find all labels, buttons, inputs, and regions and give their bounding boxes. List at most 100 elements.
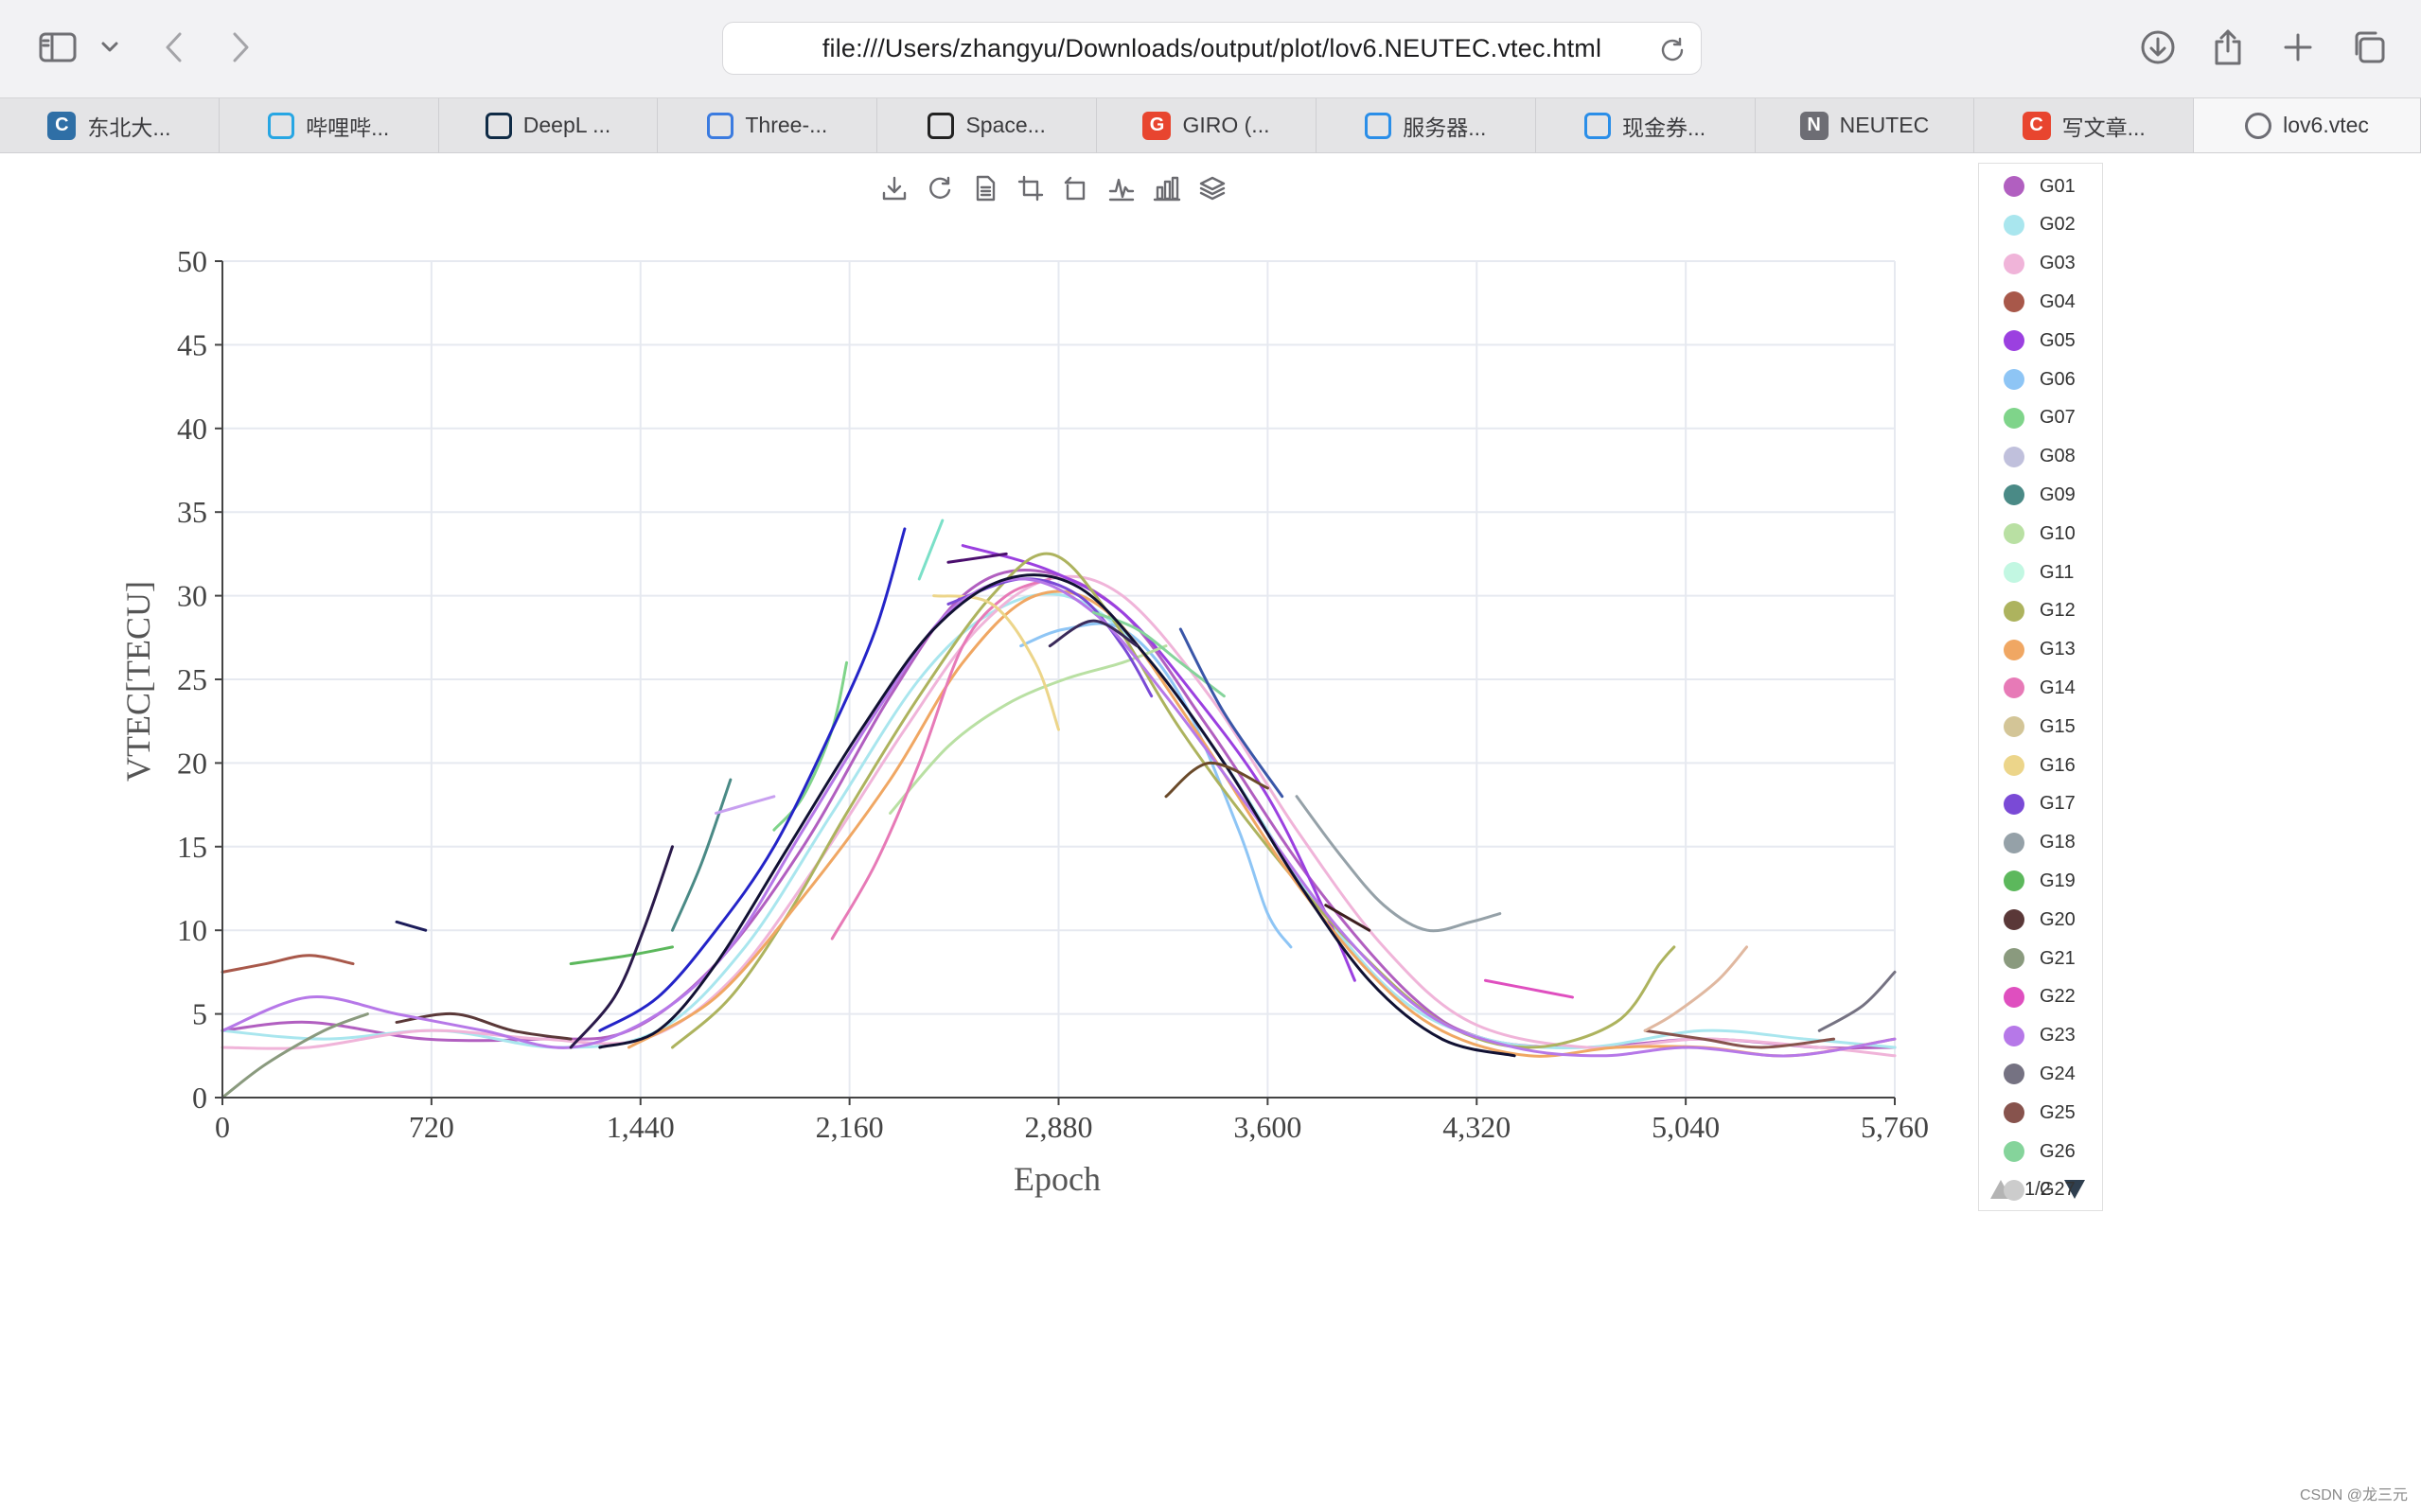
address-bar[interactable]: file:///Users/zhangyu/Downloads/output/p… [722,22,1702,75]
legend-item[interactable]: G02 [1979,206,2102,244]
series-line[interactable] [889,644,1168,815]
series-line[interactable] [221,954,355,974]
reload-icon[interactable] [1659,36,1686,62]
tab-3[interactable]: Three-... [658,98,878,152]
series-line[interactable] [1483,978,1574,999]
tab-label: 现金券... [1622,114,1706,140]
tab-10[interactable]: lov6.vtec [2194,98,2421,152]
series-line[interactable] [569,945,674,966]
tab-4[interactable]: Space... [877,98,1098,152]
series-line[interactable] [946,577,1154,698]
tab-2[interactable]: DeepL ... [439,98,659,152]
next-page-icon[interactable] [2062,1178,2087,1201]
legend-item[interactable]: G10 [1979,515,2102,553]
vtec-line-chart[interactable]: 0 720 1,440 2,160 2,880 3,600 4,320 5,040 5,760 0… [0,218,1969,1221]
chart-grid [221,260,1896,1099]
tab-overview-icon [2355,31,2385,63]
series-line[interactable] [221,1012,369,1099]
series-line[interactable] [670,778,733,932]
legend-item[interactable]: G11 [1979,554,2102,591]
legend-item[interactable]: G08 [1979,438,2102,476]
data-file-button[interactable] [969,170,1001,206]
line-chart-button[interactable] [1105,170,1138,206]
series-line[interactable] [627,589,1897,1058]
sidebar-toggle-button[interactable] [36,21,80,74]
downloads-button[interactable] [2137,21,2179,74]
tab-6[interactable]: 服务器... [1317,98,1536,152]
legend-swatch [2004,909,2024,931]
legend-item[interactable]: G21 [1979,940,2102,977]
crop-button[interactable] [1015,170,1047,206]
crop-corner-icon [1064,176,1086,201]
series-line[interactable] [1178,627,1284,799]
legend-item[interactable]: G12 [1979,592,2102,630]
series-line[interactable] [932,594,1060,731]
series-line[interactable] [1324,904,1371,932]
legend-item[interactable]: G25 [1979,1094,2102,1132]
legend-item[interactable]: G07 [1979,399,2102,437]
legend-item[interactable]: G16 [1979,747,2102,784]
series-line[interactable] [1643,945,1749,1032]
legend-item[interactable]: G23 [1979,1017,2102,1055]
legend-label: G19 [2040,870,2076,891]
back-button[interactable] [157,21,191,74]
forward-button[interactable] [223,21,257,74]
series-line[interactable] [221,577,1897,1058]
legend-item[interactable]: G26 [1979,1133,2102,1170]
series-line[interactable] [715,795,776,815]
series-line[interactable] [1164,761,1269,799]
legend-item[interactable]: G17 [1979,785,2102,823]
legend-item[interactable]: G19 [1979,862,2102,900]
legend-label: G07 [2040,407,2076,429]
tab-7[interactable]: 现金券... [1536,98,1756,152]
series-line[interactable] [1091,610,1226,698]
tab-label: 哔哩哔... [306,114,390,140]
tab-9[interactable]: C 写文章... [1974,98,2195,152]
series-line[interactable] [670,552,1676,1049]
series-line[interactable] [395,1011,573,1041]
series-line[interactable] [830,577,1051,941]
legend-item[interactable]: G04 [1979,283,2102,321]
tab-0[interactable]: C 东北大... [0,98,220,152]
series-line[interactable] [1048,619,1139,648]
layers-button[interactable] [1196,170,1228,206]
legend-label: G17 [2040,793,2076,815]
legend-item[interactable]: G13 [1979,631,2102,669]
tab-8[interactable]: N NEUTEC [1756,98,1975,152]
tab-5[interactable]: G GIRO (... [1097,98,1317,152]
tab-overview-button[interactable] [2347,21,2391,74]
legend-item[interactable]: G14 [1979,669,2102,707]
series-line[interactable] [1643,1029,1836,1049]
series-line[interactable] [598,527,907,1032]
legend-item[interactable]: G15 [1979,708,2102,746]
legend-item[interactable]: G18 [1979,824,2102,862]
legend-item[interactable]: G22 [1979,978,2102,1016]
crop-alt-button[interactable] [1060,170,1092,206]
download-plot-button[interactable] [878,170,910,206]
legend-item[interactable]: G09 [1979,476,2102,514]
sidebar-menu-button[interactable] [98,21,121,74]
bar-chart-button[interactable] [1151,170,1183,206]
new-tab-button[interactable] [2277,21,2319,74]
legend-item[interactable]: G05 [1979,322,2102,360]
series-line[interactable] [1817,970,1897,1032]
legend-item[interactable]: G27 [1979,1171,2102,1209]
series-line[interactable] [772,660,849,832]
series-line[interactable] [1295,795,1502,933]
series-line[interactable] [395,920,428,932]
legend-item[interactable]: G03 [1979,245,2102,283]
legend-item[interactable]: G20 [1979,901,2102,939]
series-line[interactable] [569,845,674,1049]
legend-label: G11 [2040,561,2075,583]
series-line[interactable] [598,573,1516,1058]
reset-axes-button[interactable] [924,170,956,206]
legend-item[interactable]: G06 [1979,360,2102,398]
share-button[interactable] [2207,21,2249,74]
series-line[interactable] [946,552,1008,564]
plus-icon [2284,33,2312,62]
legend-label: G14 [2040,677,2076,698]
legend-item[interactable]: G01 [1979,167,2102,205]
tab-1[interactable]: 哔哩哔... [220,98,439,152]
legend-item[interactable]: G24 [1979,1055,2102,1093]
series-line[interactable] [917,519,945,581]
